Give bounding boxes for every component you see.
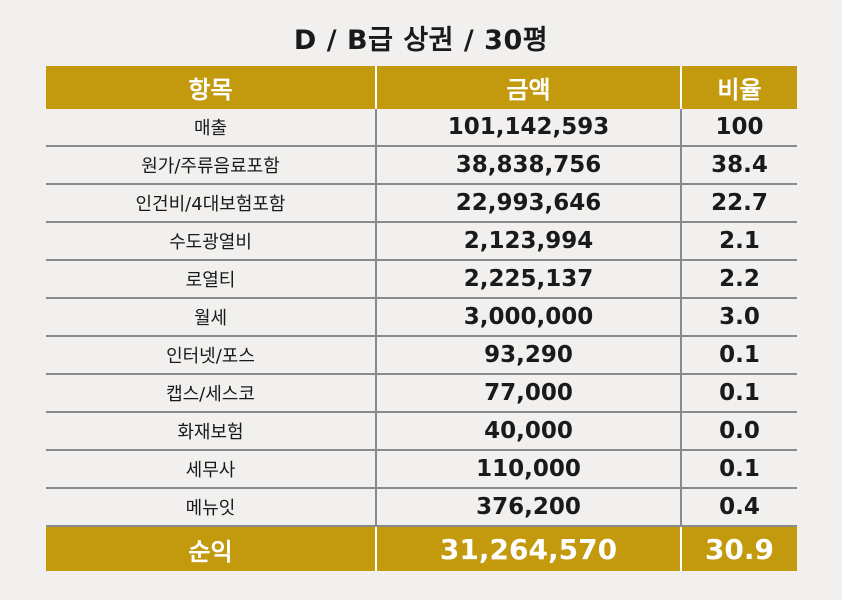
row-amount: 93,290	[375, 336, 681, 375]
total-amount: 31,264,570	[375, 526, 681, 571]
row-amount: 3,000,000	[375, 298, 681, 337]
row-amount: 110,000	[375, 450, 681, 489]
row-ratio: 0.0	[680, 412, 797, 451]
row-ratio: 0.1	[680, 450, 797, 489]
row-ratio: 22.7	[680, 184, 797, 223]
row-amount: 2,123,994	[375, 222, 681, 261]
row-item: 수도광열비	[46, 222, 376, 261]
row-ratio: 2.1	[680, 222, 797, 261]
row-item: 매출	[46, 109, 376, 147]
row-ratio: 38.4	[680, 146, 797, 185]
row-ratio: 0.1	[680, 374, 797, 413]
profit-table: 항목 금액 비율 매출 101,142,593 100 원가/주류음료포함 38…	[46, 66, 797, 571]
row-ratio: 100	[680, 109, 797, 147]
total-item: 순익	[46, 526, 376, 571]
table-body: 매출 101,142,593 100 원가/주류음료포함 38,838,756 …	[46, 109, 797, 527]
table-row: 매출 101,142,593 100	[46, 109, 797, 147]
table-footer: 순익 31,264,570 30.9	[46, 526, 797, 571]
row-ratio: 0.4	[680, 488, 797, 527]
row-ratio: 2.2	[680, 260, 797, 299]
row-item: 화재보험	[46, 412, 376, 451]
row-item: 월세	[46, 298, 376, 337]
row-amount: 22,993,646	[375, 184, 681, 223]
table-row: 월세 3,000,000 3.0	[46, 298, 797, 337]
row-amount: 40,000	[375, 412, 681, 451]
row-amount: 2,225,137	[375, 260, 681, 299]
table-row: 인건비/4대보험포함 22,993,646 22.7	[46, 184, 797, 223]
total-ratio: 30.9	[680, 526, 797, 571]
row-ratio: 3.0	[680, 298, 797, 337]
table-row: 원가/주류음료포함 38,838,756 38.4	[46, 146, 797, 185]
header-ratio: 비율	[680, 66, 797, 109]
table-header: 항목 금액 비율	[46, 66, 797, 109]
header-item: 항목	[46, 66, 376, 109]
total-row: 순익 31,264,570 30.9	[46, 526, 797, 571]
row-item: 메뉴잇	[46, 488, 376, 527]
header-amount: 금액	[375, 66, 681, 109]
header-row: 항목 금액 비율	[46, 66, 797, 109]
table-row: 캡스/세스코 77,000 0.1	[46, 374, 797, 413]
row-ratio: 0.1	[680, 336, 797, 375]
table-row: 수도광열비 2,123,994 2.1	[46, 222, 797, 261]
table-row: 로열티 2,225,137 2.2	[46, 260, 797, 299]
page-title: D / B급 상권 / 30평	[293, 25, 549, 56]
row-item: 캡스/세스코	[46, 374, 376, 413]
row-item: 세무사	[46, 450, 376, 489]
row-item: 인터넷/포스	[46, 336, 376, 375]
table-row: 메뉴잇 376,200 0.4	[46, 488, 797, 527]
table-row: 인터넷/포스 93,290 0.1	[46, 336, 797, 375]
row-amount: 77,000	[375, 374, 681, 413]
row-item: 인건비/4대보험포함	[46, 184, 376, 223]
row-amount: 101,142,593	[375, 109, 681, 147]
table-row: 세무사 110,000 0.1	[46, 450, 797, 489]
row-amount: 376,200	[375, 488, 681, 527]
table-row: 화재보험 40,000 0.0	[46, 412, 797, 451]
row-amount: 38,838,756	[375, 146, 681, 185]
row-item: 로열티	[46, 260, 376, 299]
row-item: 원가/주류음료포함	[46, 146, 376, 185]
